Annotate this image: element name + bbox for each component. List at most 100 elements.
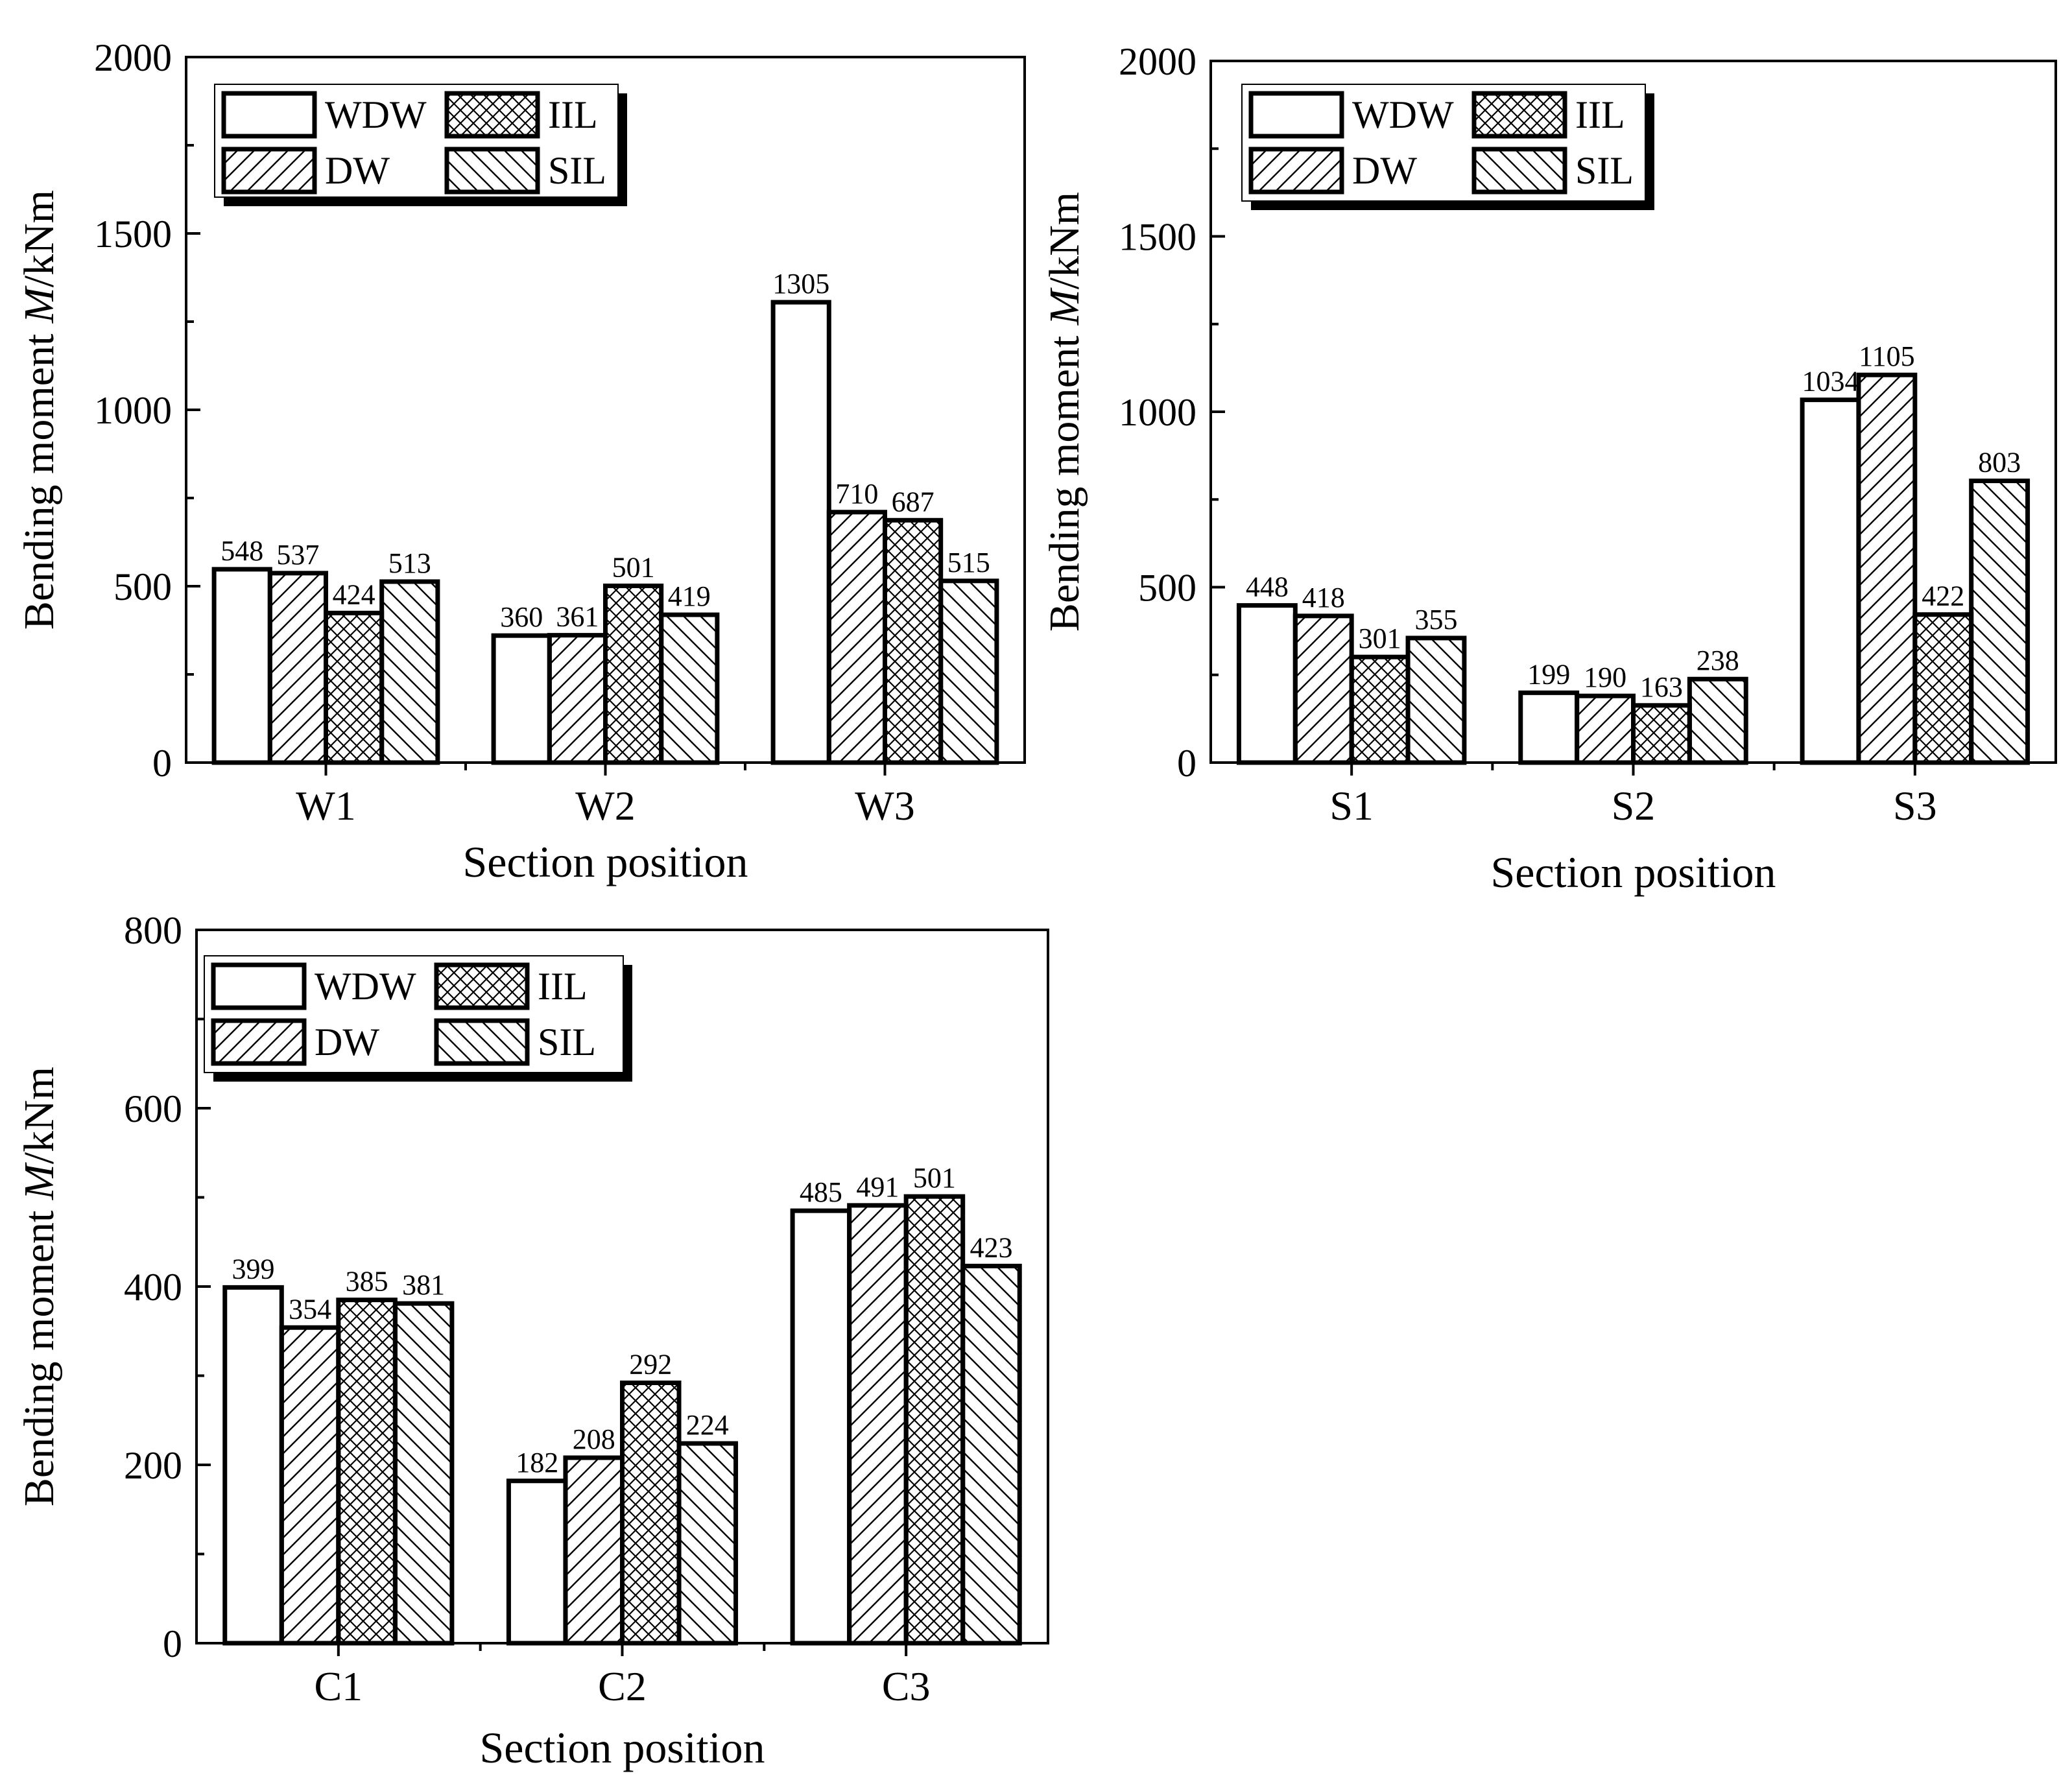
- x-category-label: C3: [882, 1663, 931, 1709]
- bar-s1-wdw: [1236, 603, 1298, 765]
- legend-swatch-dw: [211, 1018, 307, 1066]
- legend-swatch-sil: [444, 147, 540, 195]
- bar-w3-sil: [938, 578, 999, 765]
- y-tick-label: 0: [163, 1622, 182, 1665]
- bar-c1-sil: [392, 1301, 455, 1646]
- legend-swatch-sil: [434, 1018, 530, 1066]
- y-tick-label: 2000: [1119, 40, 1197, 83]
- y-axis-label-prefix: Bending moment: [16, 1200, 63, 1506]
- x-axis-label: Section position: [462, 837, 748, 886]
- legend-swatch-wdw: [1248, 91, 1344, 139]
- value-label: 1305: [772, 268, 829, 300]
- value-label: 424: [333, 578, 375, 610]
- bar-s3-sil: [1969, 479, 2030, 765]
- value-label: 163: [1640, 671, 1683, 703]
- y-tick-label: 600: [124, 1087, 182, 1130]
- value-label: 190: [1584, 661, 1626, 693]
- legend-swatch-iil: [444, 91, 540, 139]
- value-label: 381: [402, 1269, 445, 1301]
- x-category-label: W3: [855, 783, 914, 829]
- bar-s3-wdw: [1800, 398, 1861, 765]
- value-label: 292: [629, 1349, 672, 1381]
- y-axis-label-unit: /kNm: [1041, 192, 1088, 289]
- x-category-label: W2: [575, 783, 635, 829]
- y-tick-label: 0: [1177, 742, 1197, 785]
- bar-s1-sil: [1405, 635, 1467, 765]
- y-axis-label-unit: /kNm: [16, 190, 63, 287]
- y-axis-label: Bending moment M/kNm: [1041, 192, 1088, 632]
- y-axis-label-symbol: M: [16, 285, 63, 324]
- value-label: 548: [220, 535, 263, 567]
- legend: WDW IIL DW SIL: [1241, 84, 1654, 210]
- legend-label-sil: SIL: [548, 149, 606, 192]
- value-label: 687: [892, 486, 935, 517]
- value-label: 448: [1246, 571, 1289, 603]
- x-category-label: S1: [1329, 783, 1374, 829]
- value-label: 537: [276, 539, 319, 571]
- value-label: 301: [1359, 623, 1401, 654]
- legend-swatch-wdw: [221, 91, 317, 139]
- x-axis-label: Section position: [1490, 848, 1776, 897]
- value-label: 354: [289, 1293, 331, 1325]
- legend-label-iil: IIL: [1575, 93, 1625, 136]
- legend: WDW IIL DW SIL: [204, 955, 632, 1082]
- value-label: 399: [232, 1253, 275, 1285]
- legend-swatch-dw: [1248, 147, 1344, 195]
- legend-label-iil: IIL: [548, 93, 598, 136]
- legend-swatch-iil: [434, 962, 530, 1010]
- y-axis-label-symbol: M: [1041, 287, 1088, 326]
- value-label: 385: [346, 1266, 388, 1298]
- legend-label-dw: DW: [1352, 149, 1417, 192]
- x-axis-label: Section position: [479, 1723, 765, 1772]
- legend-swatch-dw: [221, 147, 317, 195]
- bar-s2-dw: [1575, 693, 1636, 765]
- value-label: 360: [500, 601, 543, 633]
- chart-w-bending-moment: 548 360 1305 537 361 710 424 501 687 513 419 515 0 50…: [16, 36, 1026, 886]
- bar-c2-sil: [676, 1441, 739, 1646]
- y-axis-label-unit: /kNm: [16, 1067, 63, 1164]
- x-category-label: W1: [296, 783, 355, 829]
- bar-c1-iil: [336, 1298, 398, 1646]
- value-label: 501: [612, 551, 655, 583]
- value-label: 515: [947, 547, 990, 578]
- y-tick-label: 500: [1138, 567, 1197, 610]
- bar-c2-wdw: [506, 1478, 568, 1646]
- y-tick-label: 200: [124, 1444, 182, 1487]
- y-tick-label: 0: [152, 742, 172, 785]
- legend-label-wdw: WDW: [315, 965, 416, 1008]
- legend: WDW IIL DW SIL: [214, 84, 627, 206]
- legend-label-dw: DW: [315, 1021, 379, 1063]
- bar-w1-sil: [379, 579, 440, 765]
- bar-w2-iil: [603, 583, 664, 765]
- y-tick-label: 500: [113, 565, 172, 608]
- y-tick-label: 800: [124, 909, 182, 952]
- value-label: 361: [556, 601, 599, 633]
- legend-label-sil: SIL: [1575, 149, 1634, 192]
- y-tick-label: 400: [124, 1266, 182, 1309]
- y-axis-label-symbol: M: [16, 1161, 63, 1200]
- value-label: 199: [1527, 658, 1570, 690]
- bar-c3-dw: [847, 1203, 909, 1646]
- y-axis-label-prefix: Bending moment: [1041, 325, 1088, 632]
- value-label: 182: [516, 1447, 558, 1478]
- bar-s3-iil: [1912, 612, 1974, 765]
- bar-w1-dw: [267, 571, 328, 765]
- bar-w2-sil: [659, 612, 720, 765]
- bar-c1-wdw: [222, 1285, 284, 1646]
- y-tick-label: 2000: [94, 36, 172, 79]
- value-label: 1105: [1859, 340, 1914, 372]
- bar-c3-sil: [960, 1263, 1022, 1646]
- value-label: 423: [970, 1231, 1012, 1263]
- chart-s-bending-moment: 448 199 1034 418 190 1105 301 163 422 355 238 803 0 5…: [1041, 40, 2057, 897]
- y-tick-label: 1500: [94, 213, 172, 255]
- value-label: 208: [573, 1423, 615, 1455]
- value-label: 803: [1978, 447, 2021, 479]
- bar-s1-dw: [1292, 613, 1354, 765]
- bar-w2-wdw: [491, 633, 552, 765]
- y-axis-label-prefix: Bending moment: [16, 323, 63, 630]
- x-category-label: C2: [598, 1663, 647, 1709]
- legend-label-sil: SIL: [538, 1021, 596, 1063]
- x-category-label: S2: [1612, 783, 1656, 829]
- y-tick-label: 1500: [1119, 216, 1197, 259]
